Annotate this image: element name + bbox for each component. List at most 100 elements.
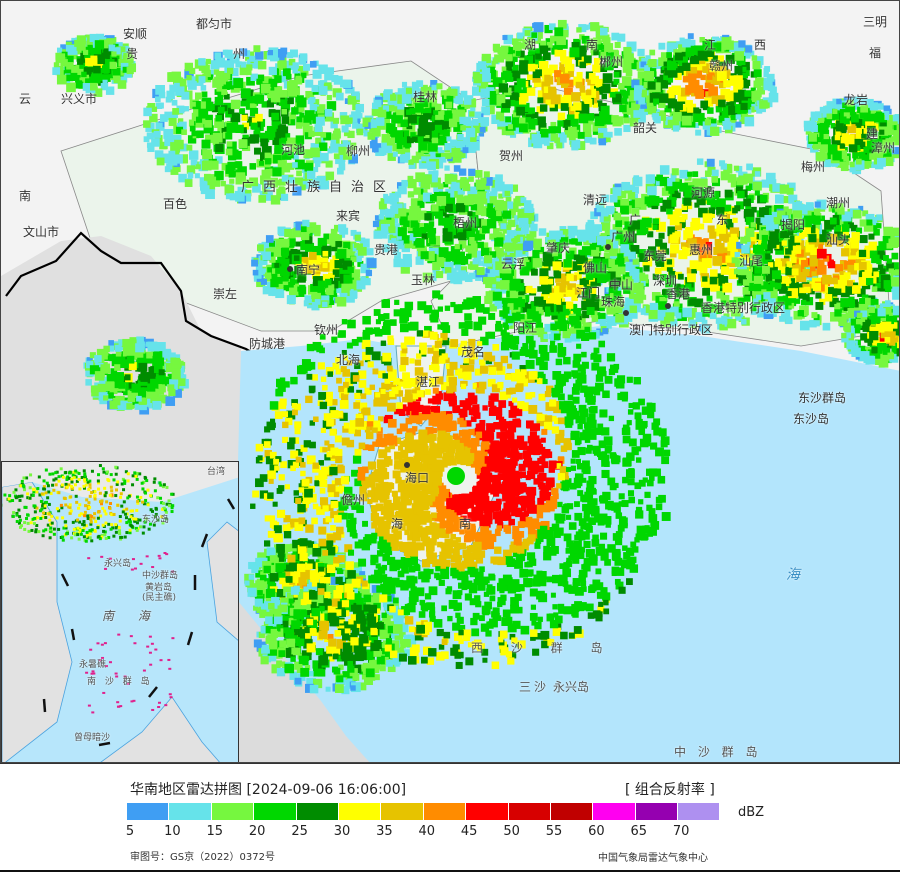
radar-echo bbox=[66, 82, 76, 93]
radar-echo bbox=[454, 264, 461, 271]
radar-echo bbox=[541, 284, 552, 295]
radar-echo bbox=[595, 317, 603, 325]
radar-echo bbox=[590, 22, 600, 32]
radar-echo bbox=[686, 307, 697, 318]
radar-echo bbox=[112, 57, 118, 64]
radar-echo bbox=[343, 150, 353, 160]
radar-echo bbox=[528, 122, 536, 130]
radar-echo bbox=[335, 92, 344, 101]
radar-echo bbox=[668, 86, 674, 93]
radar-echo bbox=[797, 225, 804, 232]
radar-echo bbox=[465, 245, 472, 253]
radar-echo bbox=[576, 141, 586, 150]
radar-echo bbox=[532, 250, 540, 258]
radar-echo bbox=[715, 245, 724, 254]
radar-echo bbox=[77, 58, 84, 65]
radar-echo bbox=[554, 70, 562, 78]
radar-echo bbox=[491, 114, 501, 125]
radar-echo bbox=[192, 100, 201, 110]
radar-echo bbox=[202, 73, 212, 83]
radar-echo bbox=[633, 108, 643, 118]
radar-echo bbox=[195, 116, 203, 123]
radar-echo bbox=[278, 99, 286, 106]
radar-echo bbox=[513, 100, 519, 106]
radar-echo bbox=[659, 296, 666, 303]
radar-echo bbox=[764, 215, 774, 225]
radar-echo bbox=[668, 187, 675, 194]
radar-echo bbox=[613, 212, 622, 221]
radar-echo bbox=[759, 207, 769, 218]
radar-echo bbox=[647, 81, 656, 90]
radar-echo bbox=[601, 221, 611, 231]
radar-echo bbox=[100, 82, 109, 91]
radar-echo bbox=[245, 189, 252, 197]
radar-echo bbox=[637, 48, 645, 57]
radar-map[interactable]: 安顺 都匀市 贵 州 云 兴义市 河池 广西壮族自治区 百色 南 文山市 来宾 … bbox=[0, 0, 900, 763]
radar-echo bbox=[540, 293, 549, 301]
radar-echo bbox=[789, 278, 795, 284]
radar-echo bbox=[493, 254, 501, 263]
radar-echo bbox=[663, 288, 673, 298]
radar-echo bbox=[274, 148, 280, 154]
radar-echo bbox=[571, 42, 580, 50]
radar-echo bbox=[692, 178, 701, 187]
radar-echo bbox=[604, 61, 614, 71]
radar-echo bbox=[545, 38, 551, 44]
radar-echo bbox=[788, 218, 796, 225]
radar-echo bbox=[574, 272, 582, 280]
radar-echo bbox=[661, 80, 667, 86]
radar-echo bbox=[531, 288, 537, 294]
radar-echo bbox=[665, 279, 673, 288]
radar-echo bbox=[178, 154, 189, 164]
radar-echo bbox=[719, 160, 726, 167]
radar-echo bbox=[442, 228, 448, 234]
radar-echo bbox=[212, 132, 223, 143]
radar-echo bbox=[586, 88, 597, 98]
radar-echo bbox=[548, 86, 556, 95]
radar-echo bbox=[402, 254, 412, 264]
radar-echo bbox=[94, 355, 102, 363]
radar-echo bbox=[583, 134, 593, 143]
radar-echo bbox=[249, 55, 256, 62]
radar-echo bbox=[858, 249, 867, 258]
radar-echo bbox=[225, 110, 232, 118]
radar-echo bbox=[235, 124, 244, 134]
radar-echo bbox=[92, 45, 102, 55]
radar-echo bbox=[598, 256, 605, 263]
radar-echo bbox=[726, 318, 737, 329]
radar-echo bbox=[611, 115, 619, 123]
radar-echo bbox=[532, 328, 540, 336]
radar-echo bbox=[592, 242, 601, 252]
radar-echo bbox=[274, 75, 282, 83]
radar-echo bbox=[845, 285, 855, 295]
radar-echo bbox=[519, 60, 529, 70]
radar-echo bbox=[717, 95, 725, 103]
radar-echo bbox=[489, 266, 500, 276]
radar-echo bbox=[657, 197, 664, 204]
radar-echo bbox=[330, 143, 340, 153]
radar-echo bbox=[738, 89, 746, 98]
radar-echo bbox=[537, 97, 544, 104]
radar-echo bbox=[553, 285, 562, 294]
radar-echo bbox=[700, 100, 709, 109]
radar-echo bbox=[859, 269, 865, 275]
radar-echo bbox=[759, 100, 768, 109]
radar-echo bbox=[91, 72, 99, 80]
radar-echo bbox=[716, 71, 727, 81]
radar-echo bbox=[578, 56, 588, 66]
radar-echo bbox=[730, 233, 737, 241]
radar-echo bbox=[814, 201, 821, 208]
radar-echo bbox=[444, 267, 452, 274]
radar-echo bbox=[363, 278, 371, 286]
radar-echo bbox=[754, 190, 760, 196]
radar-echo bbox=[869, 250, 878, 259]
radar-echo bbox=[543, 256, 554, 267]
radar-echo bbox=[333, 153, 340, 160]
radar-echo bbox=[720, 171, 730, 181]
radar-echo bbox=[631, 299, 642, 309]
radar-echo bbox=[160, 153, 171, 164]
radar-echo bbox=[508, 129, 515, 136]
radar-echo bbox=[171, 99, 178, 106]
radar-echo bbox=[186, 74, 192, 81]
radar-echo bbox=[794, 235, 802, 243]
